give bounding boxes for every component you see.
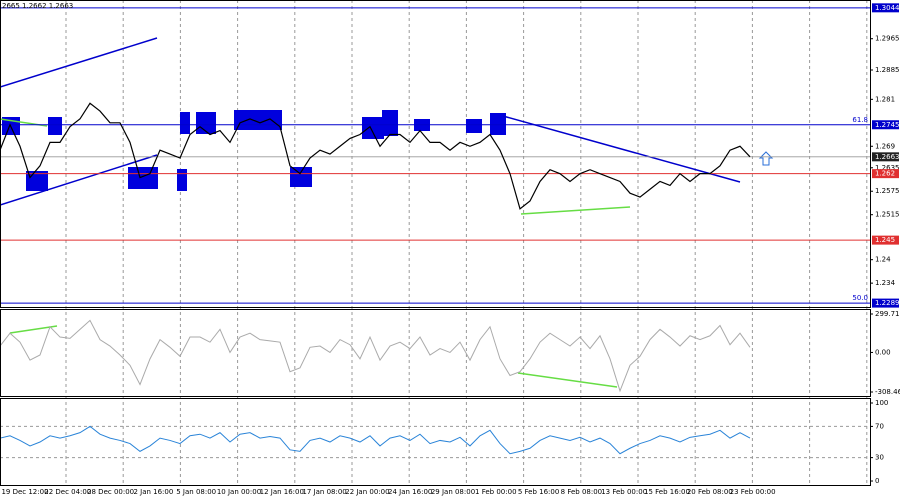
level-box (872, 3, 899, 13)
x-tick-label: 22 Dec 04:00 (44, 488, 91, 496)
y-tick-label: 1.269 (875, 142, 895, 150)
grid (0, 0, 870, 485)
fib-label: 61.8 (852, 116, 868, 124)
x-tick-label: 10 Jan 00:00 (217, 488, 261, 496)
zone (234, 110, 282, 130)
level-label: 1.2663 (875, 153, 900, 161)
zone (177, 169, 187, 191)
level-label: 1.2745 (875, 121, 900, 129)
x-tick-label: 24 Jan 16:00 (388, 488, 432, 496)
series-line (0, 319, 751, 393)
zone (290, 167, 312, 187)
y-tick-label: 1.234 (875, 279, 896, 287)
y-tick-label: 0 (875, 477, 879, 485)
zone (196, 112, 216, 134)
level-box (872, 152, 899, 162)
x-tick-label: 5 Feb 16:00 (518, 488, 559, 496)
y-tick-label: 1.2635 (875, 164, 900, 172)
x-tick-label: 2 Jan 16:00 (133, 488, 173, 496)
y-tick-label: 1.24 (875, 256, 891, 264)
x-tick-label: 15 Feb 16:00 (644, 488, 690, 496)
y-tick-label: 30 (875, 454, 884, 462)
y-tick-label: -308.465 (875, 388, 900, 396)
zone (362, 117, 384, 139)
blue-zones (2, 110, 506, 191)
divergence-line (520, 206, 631, 215)
fib-label: 50.0 (852, 294, 868, 302)
x-tick-label: 22 Jan 00:00 (345, 488, 389, 496)
channel-line (0, 37, 158, 88)
y-tick-label: 1.281 (875, 95, 895, 103)
level-box (872, 169, 899, 179)
y-tick-label: 1.2515 (875, 211, 900, 219)
x-tick-label: 13 Feb 00:00 (601, 488, 647, 496)
y-tick-label: 1.2575 (875, 187, 900, 195)
x-tick-label: 8 Feb 08:00 (561, 488, 602, 496)
x-tick-label: 12 Jan 16:00 (260, 488, 304, 496)
up-arrow (758, 151, 774, 166)
y-tick-label: 70 (875, 422, 884, 430)
zone (382, 110, 398, 136)
y-tick-label: 100 (875, 399, 888, 407)
series-line (0, 425, 751, 455)
y-tick-label: 299.7167 (875, 310, 900, 318)
x-tick-label: 28 Dec 00:00 (87, 488, 134, 496)
trend-line (502, 115, 741, 183)
x-tick-label: 23 Feb 00:00 (730, 488, 776, 496)
x-tick-label: 19 Dec 12:00 (1, 488, 48, 496)
x-tick-label: 17 Jan 08:00 (302, 488, 346, 496)
level-label: 1.245 (875, 236, 895, 244)
series (0, 7, 870, 455)
header: 2665 1.2662 1.2663 (2, 2, 73, 10)
level-label: 1.3044 (875, 4, 900, 12)
level-box (872, 235, 899, 245)
x-tick-label: 29 Jan 08:00 (431, 488, 475, 496)
level-box (872, 120, 899, 130)
labels: 1.2965 1.2885 1.281 1.269 1.2635 1.2575 1.2515… (1, 3, 900, 496)
zone (466, 119, 482, 133)
panel-frames (0, 0, 871, 486)
y-tick-label: 1.2885 (875, 66, 900, 74)
y-tick-label: 1.2965 (875, 35, 900, 43)
divergence-line (9, 325, 58, 334)
divergence-line (517, 372, 618, 388)
x-tick-label: 1 Feb 00:00 (475, 488, 516, 496)
series-line (0, 102, 751, 210)
level-box (872, 298, 899, 308)
zone (128, 167, 158, 189)
channel-line (0, 154, 158, 206)
level-label: 1.2289 (875, 299, 900, 307)
x-tick-label: 5 Jan 08:00 (176, 488, 216, 496)
price-panel (0, 0, 871, 308)
x-tick-label: 20 Feb 08:00 (687, 488, 733, 496)
rsi-panel (0, 398, 871, 486)
zone (180, 112, 190, 134)
level-label: 1.262 (875, 170, 895, 178)
y-tick-label: 0.00 (875, 348, 891, 356)
zone (48, 117, 62, 135)
zone (490, 113, 506, 135)
cci-panel (0, 309, 871, 397)
